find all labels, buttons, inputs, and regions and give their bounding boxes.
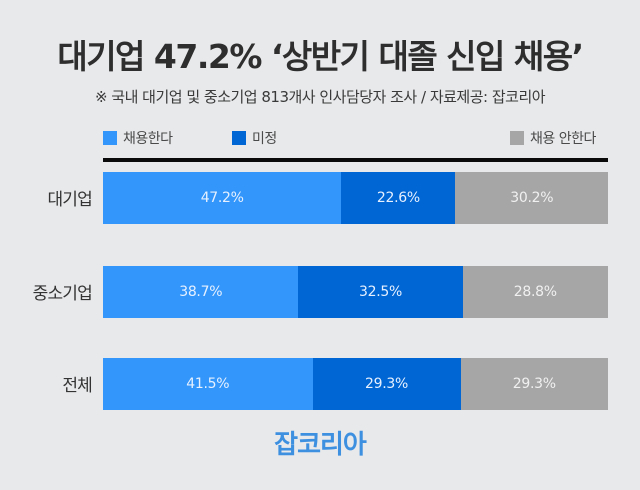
legend-label: 미정	[252, 131, 277, 147]
legend-label: 채용 안한다	[530, 131, 596, 147]
bar-large-company: 47.2% 22.6% 30.2%	[103, 172, 608, 224]
row-label-total: 전체	[62, 376, 92, 396]
bar-segment-no-hire: 30.2%	[455, 172, 608, 224]
legend-item-no-hire: 채용 안한다	[510, 128, 596, 148]
bar-total: 41.5% 29.3% 29.3%	[103, 358, 608, 410]
legend-item-hire: 채용한다	[103, 128, 173, 148]
row-label-sme: 중소기업	[32, 284, 93, 304]
legend-item-undecided: 미정	[232, 128, 277, 148]
bar-sme: 38.7% 32.5% 28.8%	[103, 266, 608, 318]
legend-swatch-no-hire-icon	[510, 131, 524, 145]
bar-segment-undecided: 22.6%	[341, 172, 456, 224]
bar-segment-hire: 38.7%	[103, 266, 299, 318]
row-label-large-company: 대기업	[47, 190, 92, 210]
chart-title: 대기업 47.2% ‘상반기 대졸 신입 채용’	[57, 37, 584, 76]
brand-logo-text: 잡코리아	[274, 430, 367, 460]
bar-segment-no-hire: 29.3%	[460, 358, 608, 410]
bar-segment-no-hire: 28.8%	[462, 266, 608, 318]
legend-swatch-hire-icon	[103, 131, 117, 145]
legend-swatch-undecided-icon	[232, 131, 246, 145]
header-divider	[103, 158, 608, 162]
bar-segment-undecided: 29.3%	[312, 358, 461, 410]
legend-label: 채용한다	[123, 131, 173, 147]
bar-segment-hire: 47.2%	[103, 172, 342, 224]
bar-segment-hire: 41.5%	[103, 358, 313, 410]
chart-subtitle: ※ 국내 대기업 및 중소기업 813개사 인사담당자 조사 / 자료제공: 잡…	[94, 88, 546, 106]
bar-segment-undecided: 32.5%	[298, 266, 463, 318]
